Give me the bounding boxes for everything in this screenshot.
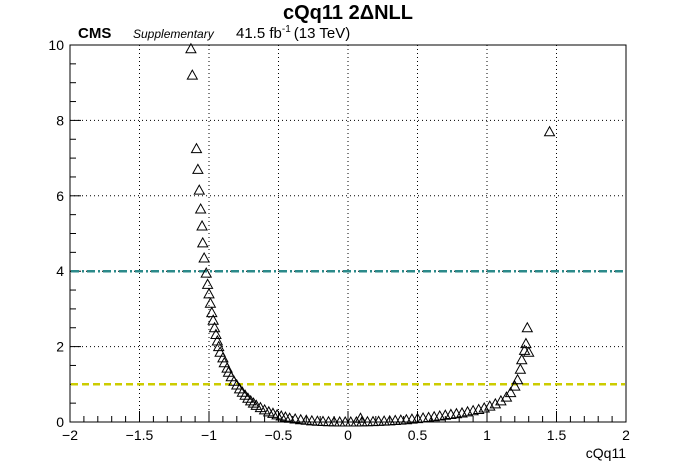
x-tick-label: −2	[62, 427, 78, 443]
y-tick-label: 4	[56, 263, 64, 279]
data-point	[504, 386, 517, 398]
data-point	[289, 412, 302, 424]
data-point	[508, 380, 521, 391]
data-point	[193, 184, 206, 195]
x-tick-label: 2	[622, 427, 630, 443]
data-point	[200, 267, 213, 278]
data-point	[186, 69, 199, 80]
data-point	[333, 415, 346, 427]
data-point	[207, 314, 220, 325]
x-tick-label: −1	[201, 427, 217, 443]
x-tick-label: 0.5	[408, 427, 428, 443]
data-point	[520, 337, 532, 349]
data-point	[204, 297, 217, 308]
data-point	[201, 278, 214, 289]
data-point	[543, 125, 556, 137]
grid	[70, 45, 626, 422]
data-point	[511, 373, 524, 385]
reference-lines	[71, 269, 625, 386]
data-points	[185, 42, 556, 427]
data-point	[300, 414, 313, 425]
supplementary-label: Supplementary	[133, 27, 215, 41]
data-point	[514, 363, 527, 374]
data-point	[218, 356, 231, 368]
data-point	[283, 412, 296, 423]
data-point	[221, 362, 233, 373]
data-point	[521, 321, 534, 333]
data-point	[328, 415, 340, 427]
x-tick-label: 0	[344, 427, 352, 443]
data-point	[483, 400, 496, 411]
data-point	[185, 42, 197, 54]
data-point	[242, 392, 254, 403]
data-point	[354, 412, 367, 423]
data-point	[489, 397, 502, 409]
data-point	[194, 202, 207, 214]
data-point	[294, 413, 307, 425]
data-point	[244, 394, 257, 406]
data-point	[522, 346, 535, 357]
y-tick-label: 8	[56, 112, 64, 128]
experiment-label: CMS	[78, 25, 111, 42]
x-axis-title: cQq11	[586, 445, 626, 461]
data-point	[311, 415, 324, 426]
y-tick-label: 6	[56, 188, 64, 204]
data-point	[317, 415, 329, 427]
data-point	[203, 287, 215, 299]
y-tick-label: 10	[48, 37, 64, 53]
energy-label: (13 TeV)	[294, 25, 350, 42]
data-point	[247, 397, 260, 408]
x-tick-label: −0.5	[265, 427, 293, 443]
luminosity-exponent: -1	[282, 24, 291, 35]
chart-title: cQq11 2ΔNLL	[283, 2, 413, 24]
data-point	[306, 414, 318, 426]
data-point	[322, 415, 335, 427]
data-point	[198, 251, 210, 263]
tick-labels: −2 −1.5 −1 −0.5 0 0.5 1 1.5 2 0 2 4 6 8 10	[48, 37, 630, 443]
data-point	[515, 353, 528, 365]
y-tick-label: 2	[56, 339, 64, 355]
x-tick-label: 1	[483, 427, 491, 443]
axis-ticks	[69, 44, 627, 423]
data-point	[192, 163, 204, 174]
data-point	[196, 219, 208, 231]
luminosity-value: 41.5 fb	[236, 25, 282, 42]
data-point	[205, 306, 218, 318]
luminosity-label: 41.5 fb-1 (13 TeV)	[236, 24, 350, 42]
data-point	[196, 236, 209, 248]
data-point	[214, 346, 226, 357]
data-point	[217, 351, 229, 363]
x-tick-label: −1.5	[126, 427, 154, 443]
data-point	[495, 394, 507, 406]
data-point	[190, 142, 203, 154]
x-tick-label: 1.5	[547, 427, 567, 443]
y-tick-label: 0	[56, 414, 64, 430]
